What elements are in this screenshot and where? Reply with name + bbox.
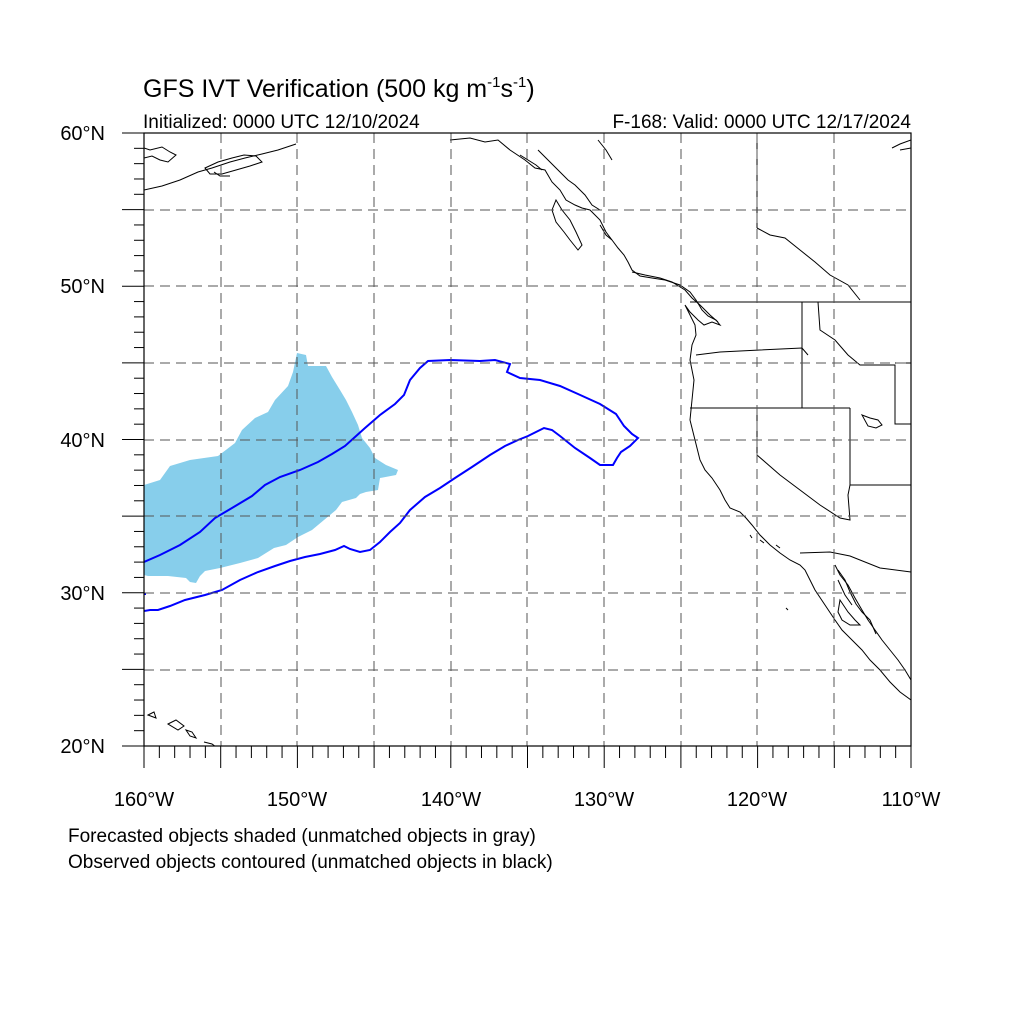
map-title: GFS IVT Verification (500 kg m-1s-1) [143,74,535,103]
axis-ticks [122,132,912,768]
forecast-note: Forecasted objects shaded (unmatched obj… [68,826,536,847]
lon-label-110w: 110°W [882,789,941,811]
init-time-label: Initialized: 0000 UTC 12/10/2024 [143,112,420,133]
lat-label-40n: 40°N [60,430,105,452]
lat-label-50n: 50°N [60,276,105,298]
observed-note: Observed objects contoured (unmatched ob… [68,852,553,873]
lat-label-60n: 60°N [60,123,105,145]
lon-labels: 160°W 150°W 140°W 130°W 120°W 110°W [114,789,941,811]
lon-label-120w: 120°W [727,789,787,811]
lon-label-160w: 160°W [114,789,174,811]
forecast-ivt-object [144,353,398,583]
lon-label-150w: 150°W [267,789,327,811]
lat-lon-grid [144,133,911,746]
valid-time-label: F-168: Valid: 0000 UTC 12/17/2024 [612,112,911,133]
coastlines [144,133,911,746]
lat-labels: 20°N 30°N 40°N 50°N 60°N [60,123,105,758]
lon-label-140w: 140°W [421,789,481,811]
lat-label-20n: 20°N [60,736,105,758]
lat-label-30n: 30°N [60,583,105,605]
plot-area [144,133,911,746]
lon-label-130w: 130°W [574,789,634,811]
